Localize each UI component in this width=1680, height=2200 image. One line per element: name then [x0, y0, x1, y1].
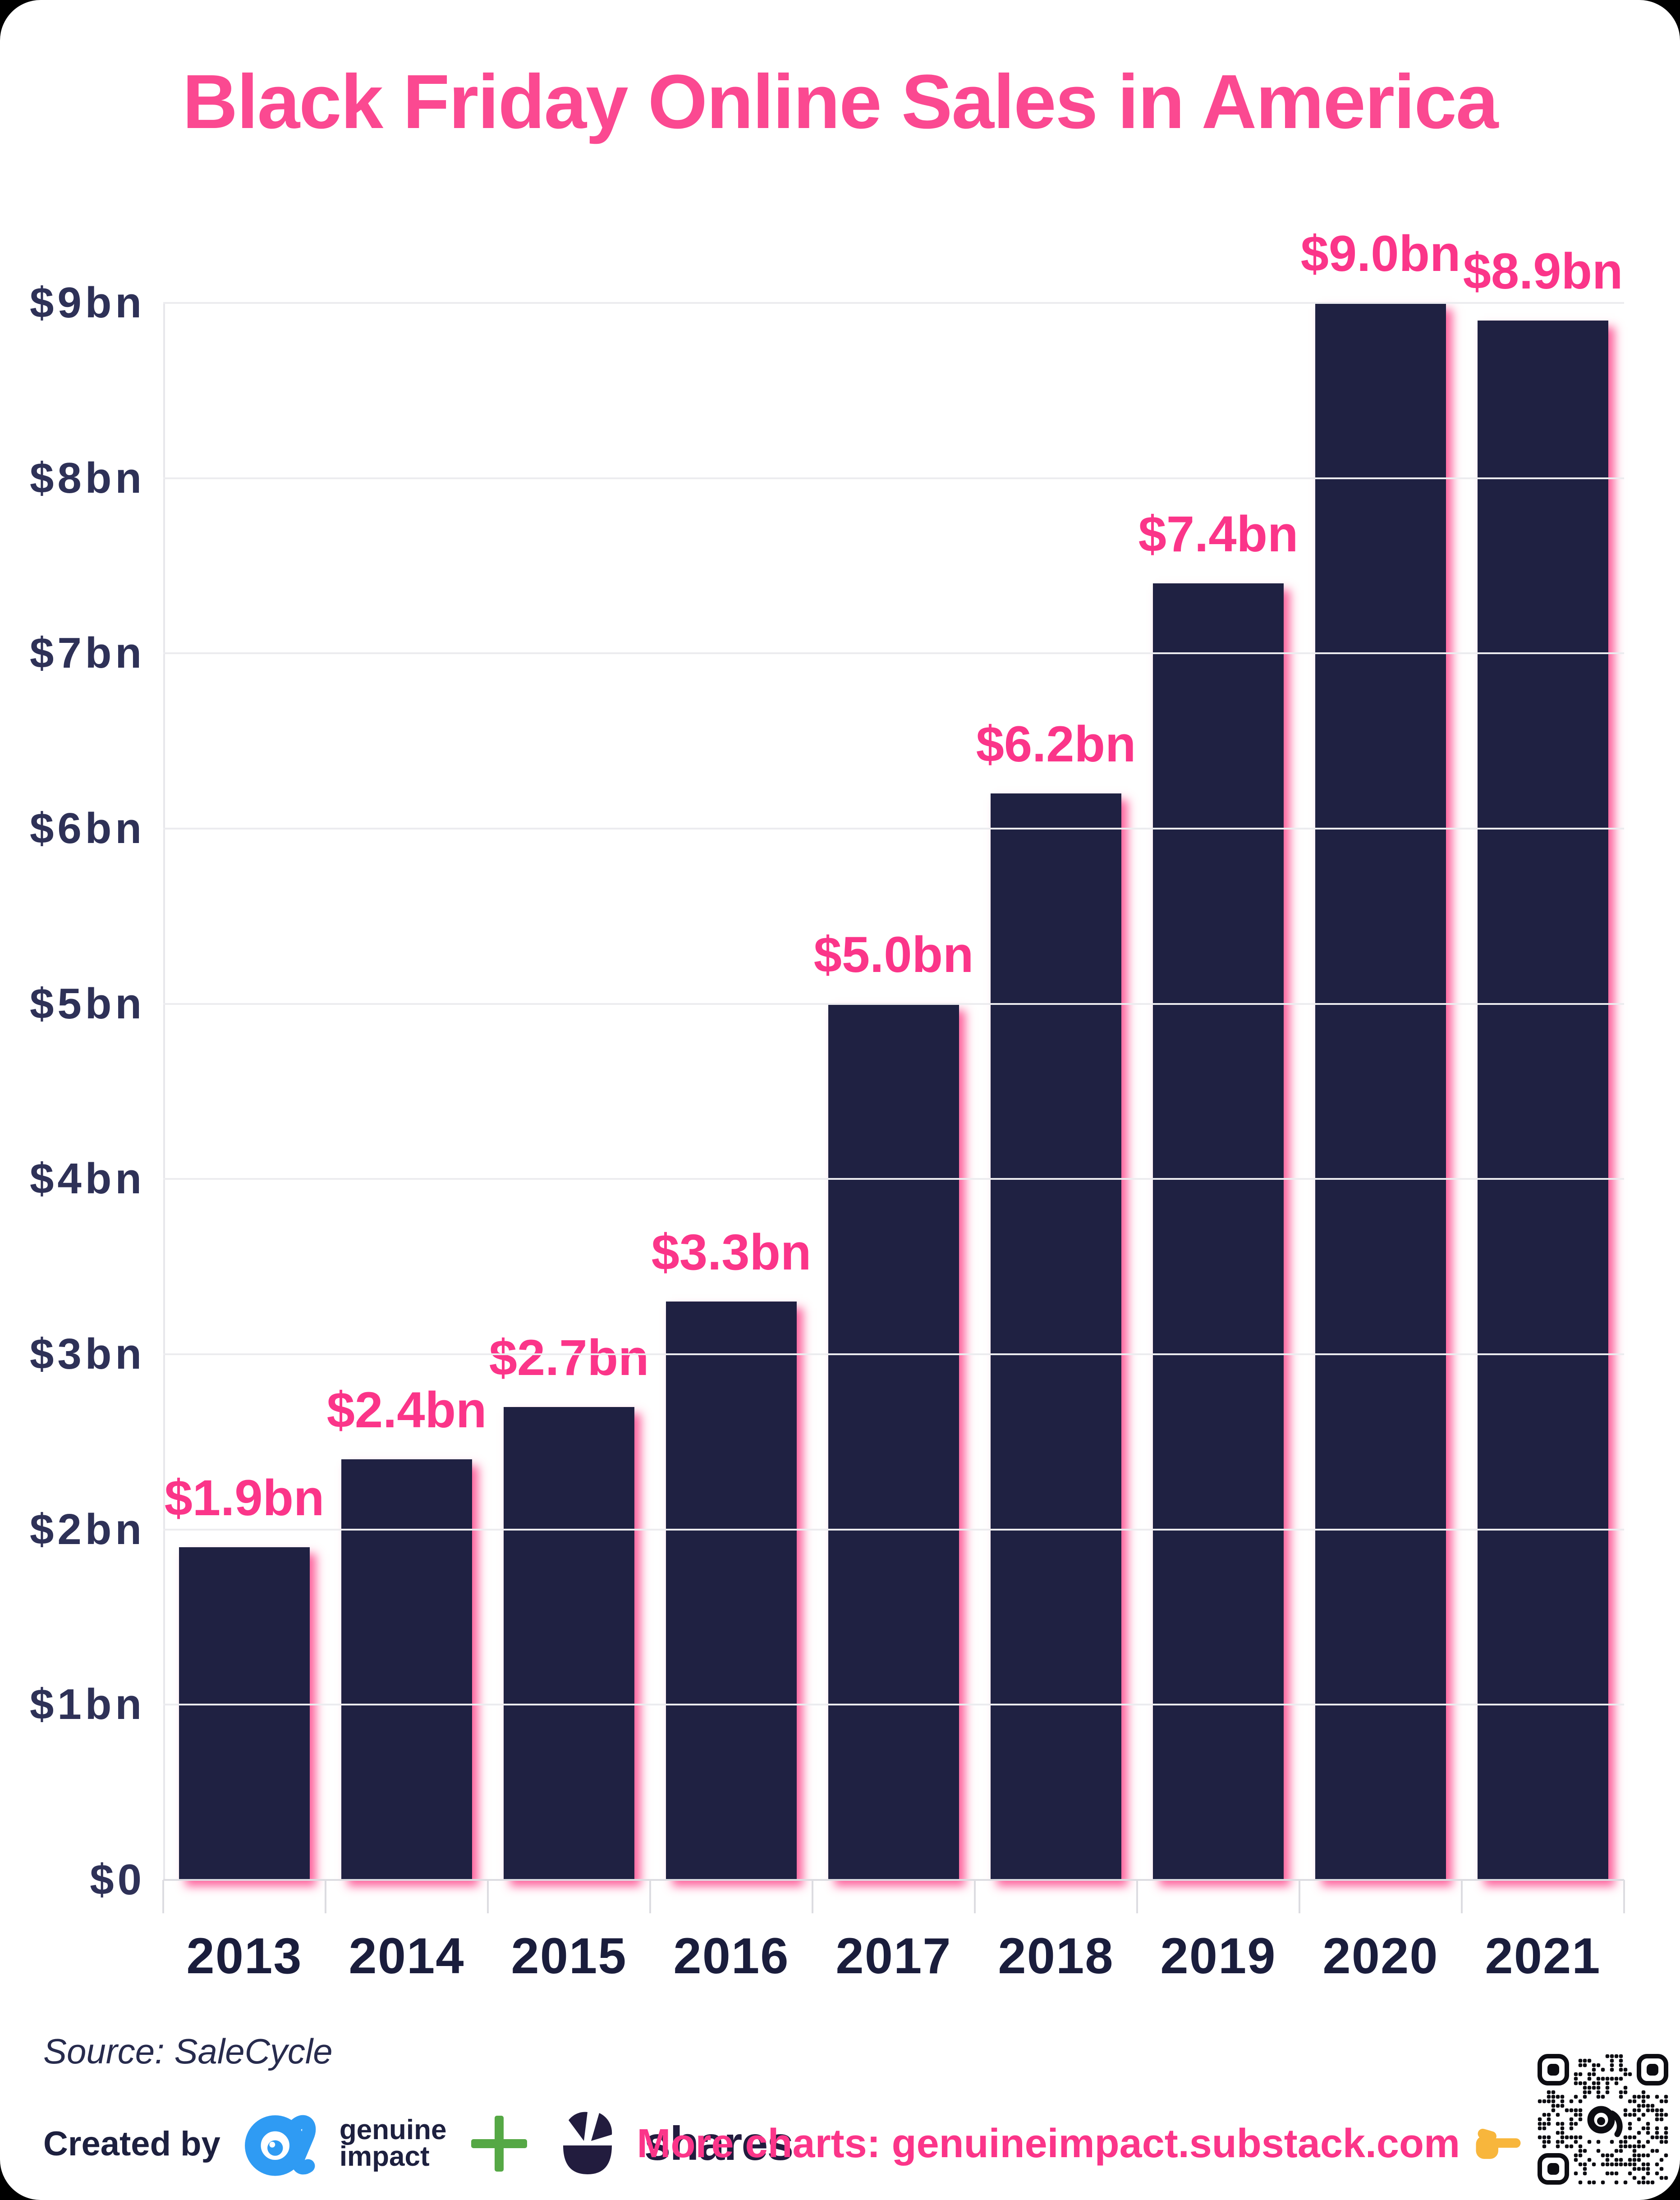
- bar-value-label: $2.4bn: [326, 1382, 487, 1439]
- x-tick: [649, 1880, 651, 1913]
- x-axis-label: 2013: [186, 1928, 303, 1984]
- bar-group: $2.4bn: [326, 303, 488, 1880]
- x-axis-labels: 2013 2014 2015 2016 2017 2018 2019 2020 2021: [163, 1927, 1624, 1985]
- x-tick: [162, 1880, 164, 1913]
- pointing-finger-icon: [1473, 2124, 1523, 2163]
- y-axis-label: $4bn: [29, 1155, 145, 1203]
- x-tick: [1299, 1880, 1300, 1913]
- x-tick: [1623, 1880, 1625, 1913]
- gridline: [163, 1528, 1624, 1531]
- gridline: [163, 1879, 1624, 1881]
- gridline: [163, 1353, 1624, 1356]
- bars: $1.9bn $2.4bn $2.7bn $3.3bn $5.0bn $6.2bn $7.4…: [163, 225, 1624, 1880]
- bar: $5.0bn: [814, 926, 973, 1880]
- x-tick: [812, 1880, 813, 1913]
- bar-value-label: $3.3bn: [651, 1224, 812, 1281]
- bar-value-label: $1.9bn: [164, 1469, 325, 1526]
- x-tick: [974, 1880, 976, 1913]
- plot-area: $1.9bn $2.4bn $2.7bn $3.3bn $5.0bn $6.2bn $7.4…: [30, 225, 1625, 1984]
- bar-value-label: $7.4bn: [1138, 505, 1299, 562]
- plus-icon: [468, 2112, 531, 2175]
- x-axis-label: 2021: [1485, 1928, 1601, 1984]
- bar-group: $7.4bn: [1137, 303, 1299, 1880]
- genuine-impact-logo-icon: [241, 2105, 319, 2182]
- source-note: Source: SaleCycle: [43, 2031, 333, 2071]
- y-axis-label: $0: [90, 1856, 145, 1904]
- y-axis-label: $8bn: [29, 454, 145, 502]
- gridline: [163, 652, 1624, 655]
- x-axis-label: 2019: [1160, 1928, 1276, 1984]
- x-tick: [325, 1880, 326, 1913]
- genuine-impact-line2: impact: [339, 2141, 430, 2172]
- bar: $2.4bn: [327, 1382, 487, 1880]
- x-axis-label: 2020: [1322, 1928, 1439, 1984]
- gridline: [163, 1003, 1624, 1005]
- x-ticks: [162, 1880, 1625, 1913]
- bar-value-label: $5.0bn: [813, 926, 974, 983]
- bar: $8.9bn: [1463, 243, 1623, 1880]
- x-axis-label: 2014: [349, 1928, 465, 1984]
- bar-group: $6.2bn: [975, 303, 1137, 1880]
- shares-logo-icon: [551, 2108, 624, 2180]
- bar-value-label: $2.7bn: [489, 1329, 649, 1386]
- bar-group: $9.0bn: [1299, 225, 1462, 1880]
- x-tick: [487, 1880, 489, 1913]
- more-charts-text: More charts: genuineimpact.substack.com: [637, 2121, 1460, 2166]
- bar-group: $2.7bn: [488, 303, 650, 1880]
- y-axis-label: $7bn: [29, 629, 145, 678]
- x-axis-label: 2015: [511, 1928, 627, 1984]
- bar: $7.4bn: [1138, 506, 1298, 1880]
- x-tick: [1136, 1880, 1138, 1913]
- gridline: [163, 828, 1624, 830]
- bar-value-label: $6.2bn: [976, 716, 1136, 773]
- gridline: [163, 1178, 1624, 1180]
- y-axis-label: $3bn: [29, 1330, 145, 1379]
- qr-code: [1538, 2054, 1668, 2185]
- shares-wordmark: shares: [644, 2117, 794, 2170]
- gridline: [163, 1704, 1624, 1706]
- y-axis-label: $9bn: [29, 279, 145, 327]
- bar: $9.0bn: [1301, 225, 1460, 1880]
- bar: $6.2bn: [976, 716, 1136, 1880]
- bar-group: $1.9bn: [163, 303, 326, 1880]
- bar-group: $3.3bn: [650, 303, 812, 1880]
- bar-group: $8.9bn: [1462, 243, 1624, 1880]
- y-axis-label: $6bn: [29, 804, 145, 853]
- genuine-impact-wordmark: genuine impact: [339, 2114, 447, 2172]
- chart-title: Black Friday Online Sales in America: [182, 59, 1499, 145]
- gridline: [163, 477, 1624, 479]
- bar: $3.3bn: [652, 1224, 811, 1880]
- y-axis-spine: [163, 303, 165, 1880]
- y-axis-label: $5bn: [29, 979, 145, 1028]
- bar: $2.7bn: [489, 1329, 649, 1880]
- gridline: [163, 302, 1624, 304]
- y-axis-label: $1bn: [29, 1680, 145, 1729]
- x-tick: [1461, 1880, 1463, 1913]
- bar: $1.9bn: [165, 1470, 324, 1880]
- y-axis-label: $2bn: [29, 1505, 145, 1554]
- more-charts-link: More charts: genuineimpact.substack.com: [637, 2092, 1524, 2195]
- x-axis-label: 2018: [998, 1928, 1114, 1984]
- x-axis-label: 2016: [673, 1928, 790, 1984]
- bar-value-label: $8.9bn: [1463, 243, 1623, 299]
- footer-credits: Created by genuine impact: [43, 2092, 794, 2195]
- genuine-impact-line1: genuine: [339, 2114, 447, 2146]
- x-axis-label: 2017: [835, 1928, 952, 1984]
- created-by-label: Created by: [43, 2124, 220, 2163]
- bar-value-label: $9.0bn: [1300, 225, 1461, 282]
- bar-group: $5.0bn: [812, 303, 975, 1880]
